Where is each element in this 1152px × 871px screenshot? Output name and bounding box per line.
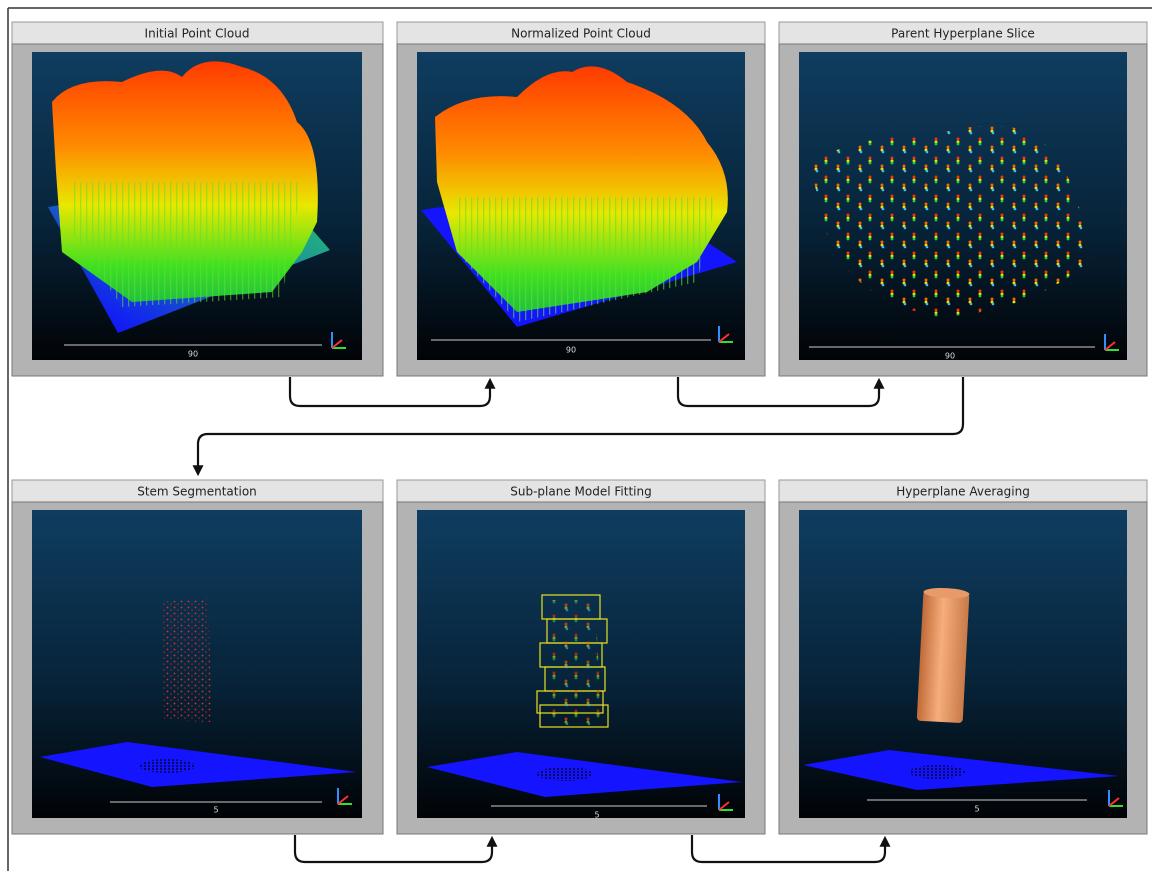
panel-title: Hyperplane Averaging [896, 485, 1030, 499]
ground-points [537, 767, 593, 781]
scale-label: 5 [974, 805, 979, 814]
diagram: Initial Point Cloud 90 Normalized Point … [0, 0, 1152, 871]
panel-title: Normalized Point Cloud [511, 27, 651, 41]
flow-arrow [678, 377, 879, 406]
page: {"panels": [ {"title": "Initial Point Cl… [0, 0, 1152, 871]
panel: Hyperplane Averaging 5 [779, 480, 1147, 834]
scale-label: 90 [945, 352, 955, 361]
fitted-cylinder [917, 587, 970, 723]
scale-label: 5 [213, 806, 218, 815]
scale-label: 5 [594, 811, 599, 820]
panel-title: Stem Segmentation [137, 485, 257, 499]
panel: Sub-plane Model Fitting 5 [397, 480, 765, 834]
ground-points [909, 765, 965, 779]
flow-arrow [295, 835, 492, 862]
scale-label: 90 [188, 350, 198, 359]
panel: Initial Point Cloud 90 [12, 22, 383, 376]
panel: Parent Hyperplane Slice 90 [779, 22, 1147, 376]
panel-title: Initial Point Cloud [145, 27, 250, 41]
panel-title: Sub-plane Model Fitting [510, 485, 651, 499]
panel-title: Parent Hyperplane Slice [891, 27, 1035, 41]
flow-arrow [290, 377, 490, 406]
stem-points [547, 600, 602, 725]
scale-label: 90 [566, 346, 576, 355]
panel: Stem Segmentation 5 [12, 480, 383, 834]
stem-points [162, 598, 212, 722]
flow-arrow [198, 377, 963, 474]
flow-arrow [692, 835, 885, 862]
ground-points [139, 759, 195, 773]
panel: Normalized Point Cloud 90 [397, 22, 765, 376]
